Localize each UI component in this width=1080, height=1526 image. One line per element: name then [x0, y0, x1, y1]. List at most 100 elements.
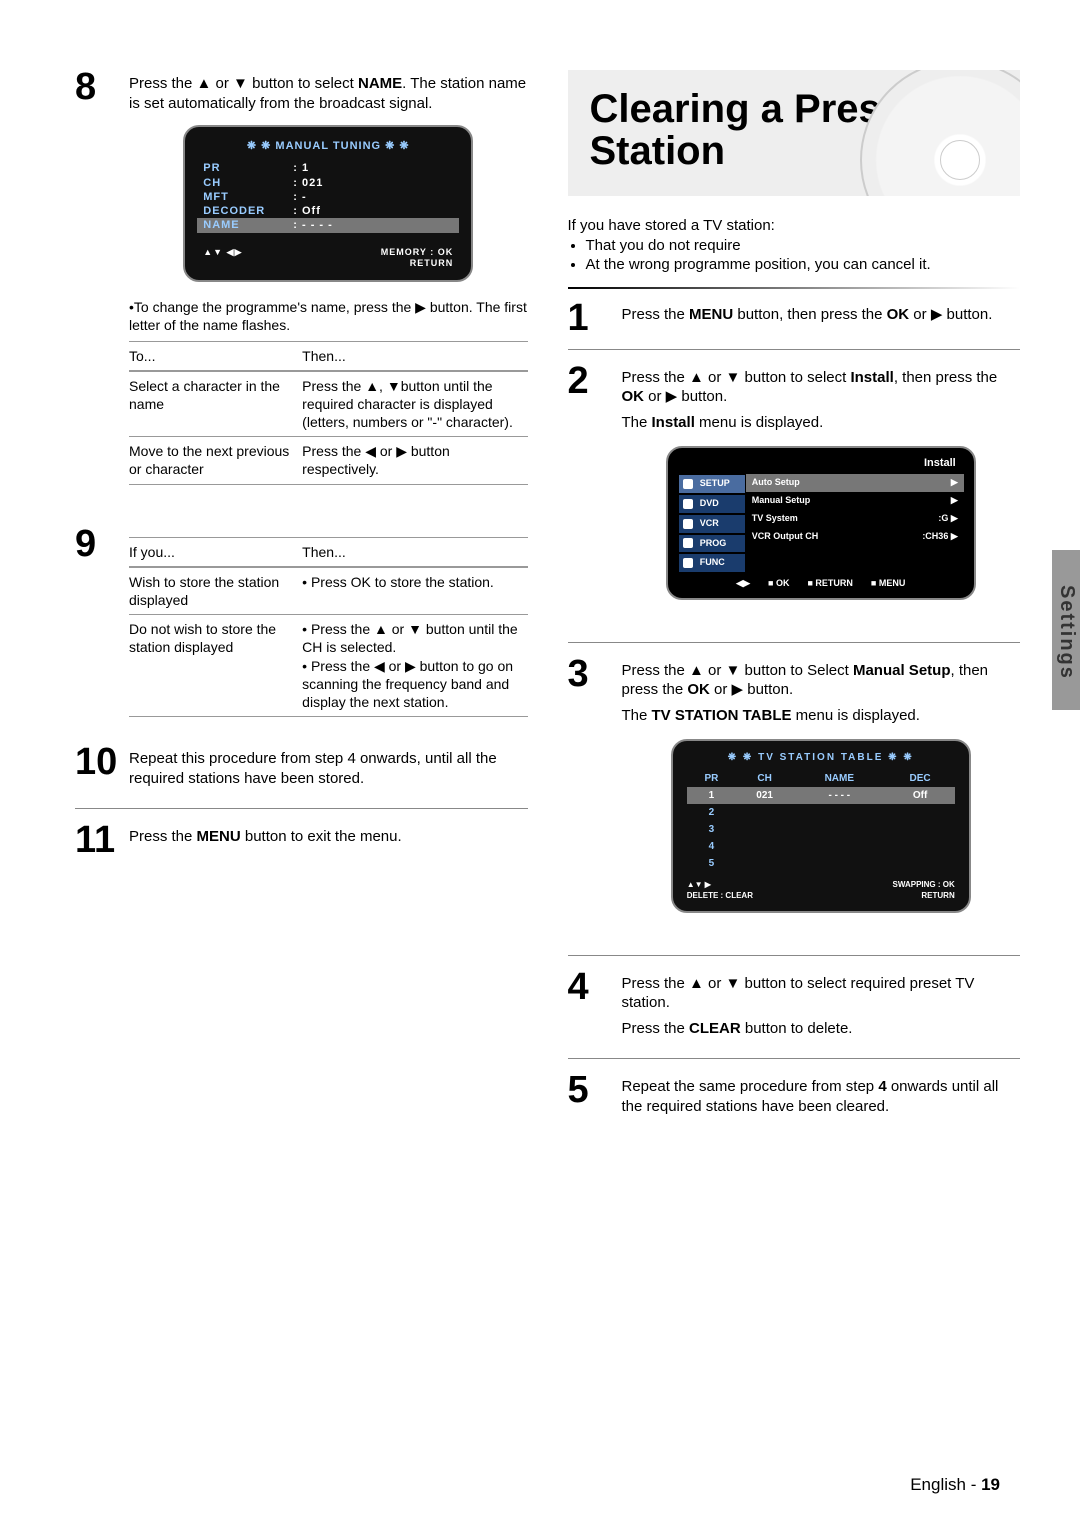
bold-label: CLEAR: [689, 1020, 741, 1037]
bold-label: OK: [887, 306, 910, 323]
table-header: Then...: [302, 543, 527, 561]
step-text: menu is displayed.: [792, 707, 920, 724]
bold-label: MENU: [689, 306, 733, 323]
step-number: 11: [75, 823, 119, 857]
step-number: 8: [75, 70, 119, 499]
intro-item: That you do not require: [586, 236, 1021, 256]
table-header: CH: [736, 770, 793, 787]
osd-menu-item: TV System:G ▶: [746, 510, 964, 528]
osd-side-item: DVD: [678, 494, 746, 514]
section-title: Station: [590, 129, 726, 173]
osd-hint: MEMORY : OK: [381, 247, 454, 259]
section-tab: Settings: [1052, 550, 1080, 710]
osd-hint: DELETE : CLEAR: [687, 891, 753, 901]
osd-row: CH: 021: [203, 176, 453, 190]
osd-side-item: PROG: [678, 534, 746, 554]
table-row: Do not wish to store the station display…: [129, 615, 528, 717]
table-row: Wish to store the station displayed• Pre…: [129, 567, 528, 615]
osd-row: DECODER: Off: [203, 204, 453, 218]
step-number: 2: [568, 364, 612, 614]
osd-menu-item: Manual Setup▶: [746, 492, 964, 510]
table-header: Then...: [302, 347, 527, 365]
store-table: If you... Then... Wish to store the stati…: [129, 537, 528, 718]
step-text: The: [622, 414, 652, 431]
step-text: Press the: [129, 828, 197, 845]
step-number: 4: [568, 970, 612, 1045]
table-header: If you...: [129, 543, 292, 561]
step-text: menu is displayed.: [695, 414, 823, 431]
osd-title: ❋ ❋ TV STATION TABLE ❋ ❋: [687, 751, 955, 764]
bold-label: Manual Setup: [853, 662, 951, 679]
bold-label: MENU: [197, 828, 241, 845]
table-row: 4: [687, 838, 955, 855]
osd-hint: RETURN: [893, 891, 955, 901]
osd-nav-hint: ▲▼ ◀▶: [203, 247, 242, 270]
osd-hint: ■ OK: [768, 578, 789, 590]
step-text: Press the ▲ or ▼ button to Select: [622, 662, 853, 679]
table-row: Select a character in the namePress the …: [129, 371, 528, 438]
osd-hint: ■ MENU: [871, 578, 905, 590]
osd-side-item: VCR: [678, 514, 746, 534]
step-text: Repeat this procedure from step 4 onward…: [129, 749, 528, 788]
step-text: Press the ▲ or ▼ button to select: [622, 369, 851, 386]
step-note: •To change the programme's name, press t…: [129, 298, 528, 334]
step-text: Press the: [129, 75, 197, 92]
table-row: 1021- - - -Off: [687, 787, 955, 804]
table-header: NAME: [793, 770, 885, 787]
step-text: button, then press the: [733, 306, 886, 323]
step-text: , then press the: [894, 369, 997, 386]
character-table: To... Then... Select a character in the n…: [129, 341, 528, 485]
intro-item: At the wrong programme position, you can…: [586, 255, 1021, 275]
section-title-block: Clearing a PresetStation: [568, 70, 1021, 196]
osd-row: PR: 1: [203, 161, 453, 175]
bold-label: OK: [622, 388, 645, 405]
osd-row: NAME: - - - -: [197, 218, 459, 232]
bold-label: TV STATION TABLE: [652, 707, 792, 724]
osd-menu-item: VCR Output CH:CH36 ▶: [746, 528, 964, 546]
step-text: Press the: [622, 306, 690, 323]
osd-hint: RETURN: [381, 258, 454, 270]
bold-label: Install: [850, 369, 893, 386]
osd-row: MFT: -: [203, 190, 453, 204]
arrow-text: ▲ or ▼: [197, 75, 248, 92]
left-column: 8 Press the ▲ or ▼ button to select NAME…: [75, 70, 528, 1150]
osd-side-item: SETUP: [678, 474, 746, 494]
osd-install-menu: Install SETUPDVDVCRPROGFUNC Auto Setup▶M…: [666, 446, 976, 599]
table-header: DEC: [885, 770, 954, 787]
step-text: button to delete.: [741, 1020, 853, 1037]
table-row: 3: [687, 821, 955, 838]
osd-title: Install: [678, 456, 964, 470]
osd-station-table: ❋ ❋ TV STATION TABLE ❋ ❋ PRCHNAMEDEC1021…: [671, 739, 971, 913]
step-text: The: [622, 707, 652, 724]
step-number: 1: [568, 301, 612, 335]
osd-hint: ■ RETURN: [807, 578, 852, 590]
table-row: 2: [687, 804, 955, 821]
table-row: 5: [687, 855, 955, 872]
osd-side-item: FUNC: [678, 553, 746, 573]
bold-label: Install: [652, 414, 695, 431]
osd-manual-tuning: ❋ ❋ MANUAL TUNING ❋ ❋ PR: 1CH: 021MFT: -…: [183, 125, 473, 282]
right-column: Clearing a PresetStation If you have sto…: [568, 70, 1021, 1150]
step-number: 9: [75, 527, 119, 732]
table-header: To...: [129, 347, 292, 365]
step-text: or ▶ button.: [710, 681, 793, 698]
divider: [568, 287, 1021, 289]
osd-hint: ◀▶: [736, 578, 750, 590]
step-text: button to select: [248, 75, 358, 92]
osd-menu-item: Auto Setup▶: [746, 474, 964, 492]
step-text: button to exit the menu.: [241, 828, 402, 845]
step-text: Press the ▲ or ▼ button to select requir…: [622, 974, 1021, 1013]
bold-label: 4: [878, 1078, 886, 1095]
page-footer: English - 19: [910, 1474, 1000, 1496]
osd-hint: ▲▼ ▶: [687, 880, 753, 890]
step-text: or ▶ button.: [909, 306, 992, 323]
intro-text: If you have stored a TV station: That yo…: [568, 216, 1021, 275]
bold-label: NAME: [358, 75, 402, 92]
step-text: Press the: [622, 1020, 690, 1037]
table-row: Move to the next previous or characterPr…: [129, 437, 528, 484]
osd-title: ❋ ❋ MANUAL TUNING ❋ ❋: [203, 139, 453, 153]
step-text: Repeat the same procedure from step: [622, 1078, 879, 1095]
step-text: or ▶ button.: [644, 388, 727, 405]
step-number: 5: [568, 1073, 612, 1122]
osd-hint: SWAPPING : OK: [893, 880, 955, 890]
